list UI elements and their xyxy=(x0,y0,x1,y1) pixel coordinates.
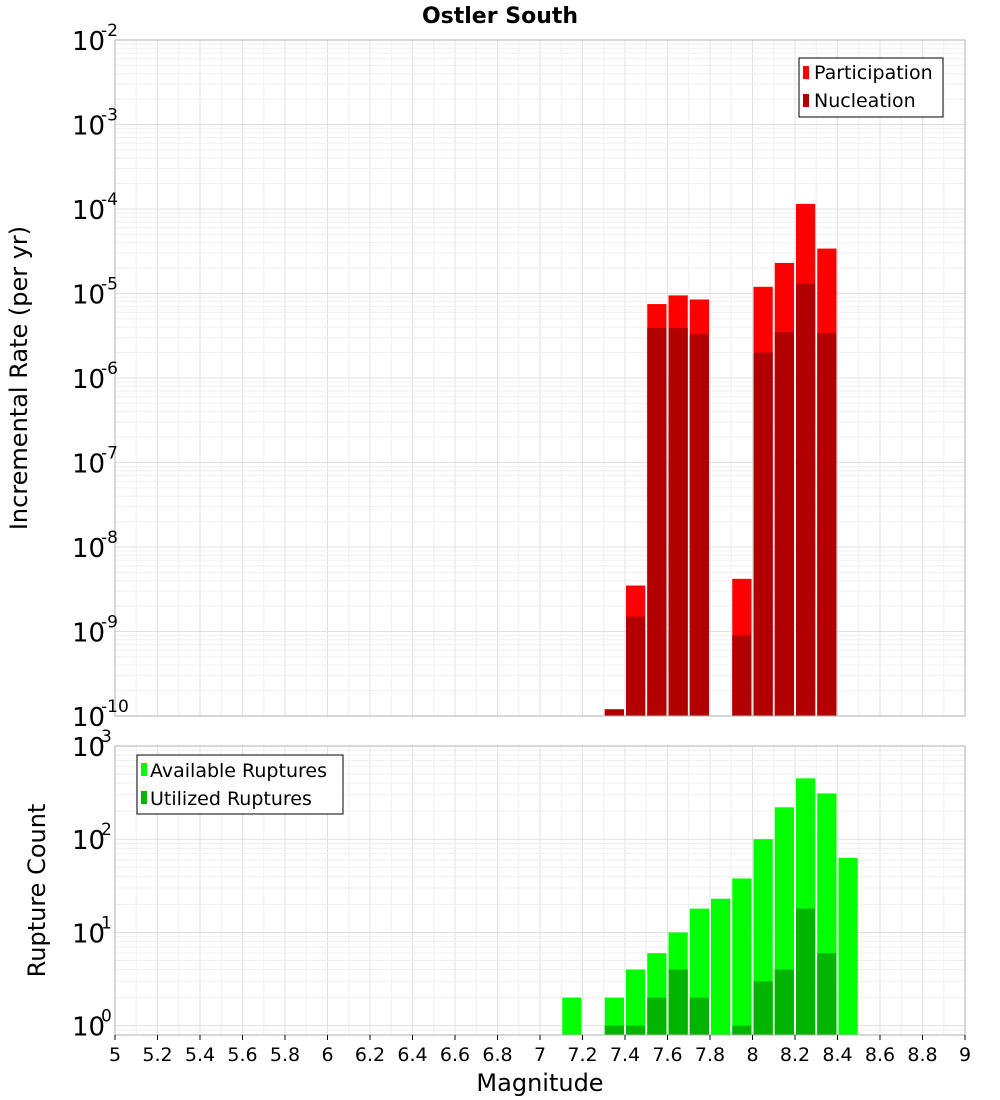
available-ruptures-legend-swatch xyxy=(141,763,147,776)
utilized-ruptures-legend-label: Utilized Ruptures xyxy=(150,788,312,810)
rate-legend: Participation Nucleation xyxy=(798,57,944,118)
y-tick-exponent: 3 xyxy=(101,727,112,747)
nucleation-legend-label: Nucleation xyxy=(814,90,916,112)
x-tick-label: 6.4 xyxy=(397,1044,427,1066)
nucleation-bar xyxy=(689,334,709,716)
nucleation-bar xyxy=(796,283,816,716)
utilized-ruptures-bar xyxy=(668,969,688,1035)
x-tick-label: 7.8 xyxy=(695,1044,725,1066)
rate-panel-frame xyxy=(114,39,966,717)
x-tick-label: 5.2 xyxy=(142,1044,172,1066)
y-tick-label: 10 xyxy=(72,112,105,142)
magnitude-x-ticks: 5 5.2 5.4 5.6 5.8 6 6.2 6.4 6.6 6.8 7 7.2 7.4 7.6 7.8 8… xyxy=(109,1035,971,1066)
x-tick-label: 8.6 xyxy=(865,1044,895,1066)
y-tick-label: 10 xyxy=(72,919,105,949)
nucleation-bar xyxy=(817,333,837,716)
x-tick-label: 7.4 xyxy=(610,1044,640,1066)
y-tick-label: 10 xyxy=(72,196,105,226)
y-tick-exponent: -10 xyxy=(101,697,129,717)
x-tick-label: 5.8 xyxy=(270,1044,300,1066)
y-tick-exponent: 1 xyxy=(101,913,112,933)
y-tick-label: 10 xyxy=(72,27,105,57)
utilized-ruptures-bar xyxy=(626,1025,646,1035)
x-tick-label: 8.2 xyxy=(780,1044,810,1066)
utilized-ruptures-bar xyxy=(689,997,709,1035)
y-tick-exponent: -6 xyxy=(101,359,118,379)
y-tick-exponent: 2 xyxy=(101,820,112,840)
available-ruptures-bar xyxy=(838,857,858,1035)
y-tick-exponent: 0 xyxy=(101,1007,112,1027)
rupture-legend: Available Ruptures Utilized Ruptures xyxy=(136,754,344,815)
utilized-ruptures-bar xyxy=(647,997,667,1035)
rate-panel-grid xyxy=(114,39,966,717)
x-tick-label: 6 xyxy=(321,1044,333,1066)
nucleation-legend-swatch xyxy=(803,94,809,107)
utilized-ruptures-legend-swatch xyxy=(141,791,147,804)
y-tick-exponent: -3 xyxy=(101,106,118,126)
magnitude-x-axis-label: Magnitude xyxy=(476,1069,603,1097)
y-tick-exponent: -7 xyxy=(101,444,118,464)
y-tick-label: 10 xyxy=(72,733,105,763)
utilized-ruptures-bar xyxy=(817,953,837,1035)
y-tick-exponent: -4 xyxy=(101,190,118,210)
rate-y-axis-label: Incremental Rate (per yr) xyxy=(5,226,33,530)
rupture-count-y-axis-label: Rupture Count xyxy=(23,804,51,978)
y-tick-exponent: -2 xyxy=(101,21,118,41)
chart-title: Ostler South xyxy=(422,4,578,29)
nucleation-bar xyxy=(647,328,667,716)
x-tick-label: 8 xyxy=(746,1044,758,1066)
x-tick-label: 8.4 xyxy=(822,1044,852,1066)
nucleation-bar xyxy=(774,332,794,716)
y-tick-label: 10 xyxy=(72,365,105,395)
y-tick-label: 10 xyxy=(72,619,105,649)
participation-legend-swatch xyxy=(803,66,809,79)
utilized-ruptures-bar xyxy=(753,981,773,1035)
x-tick-label: 7.2 xyxy=(567,1044,597,1066)
x-tick-label: 6.6 xyxy=(440,1044,470,1066)
nucleation-bar xyxy=(604,709,624,716)
x-tick-label: 7.6 xyxy=(652,1044,682,1066)
nucleation-bar xyxy=(753,352,773,716)
x-tick-label: 5.4 xyxy=(185,1044,215,1066)
x-tick-label: 9 xyxy=(959,1044,971,1066)
x-tick-label: 5 xyxy=(109,1044,121,1066)
x-tick-label: 6.2 xyxy=(355,1044,385,1066)
available-ruptures-legend-label: Available Ruptures xyxy=(150,760,327,782)
y-tick-label: 10 xyxy=(72,703,105,733)
available-ruptures-bar xyxy=(604,997,624,1035)
nucleation-bar xyxy=(626,616,646,716)
x-tick-label: 7 xyxy=(534,1044,546,1066)
available-ruptures-bar xyxy=(562,997,582,1035)
rupture-count-panel-bars xyxy=(562,778,858,1035)
nucleation-bar xyxy=(732,635,752,716)
nucleation-bar xyxy=(668,328,688,716)
y-tick-label: 10 xyxy=(72,450,105,480)
rupture-legend-box xyxy=(136,754,344,815)
y-tick-label: 10 xyxy=(72,281,105,311)
y-tick-label: 10 xyxy=(72,1013,105,1043)
x-tick-label: 8.8 xyxy=(907,1044,937,1066)
y-tick-exponent: -8 xyxy=(101,528,118,548)
participation-legend-label: Participation xyxy=(814,62,933,84)
available-ruptures-bar xyxy=(711,898,731,1035)
y-tick-label: 10 xyxy=(72,534,105,564)
y-tick-exponent: -9 xyxy=(101,613,118,633)
y-tick-label: 10 xyxy=(72,826,105,856)
available-ruptures-bar xyxy=(626,969,646,1035)
rate-legend-box xyxy=(798,57,944,118)
x-tick-label: 6.8 xyxy=(482,1044,512,1066)
utilized-ruptures-bar xyxy=(732,1025,752,1035)
utilized-ruptures-bar xyxy=(604,1025,624,1035)
available-ruptures-bar xyxy=(732,878,752,1035)
rate-panel-bars xyxy=(604,203,837,716)
x-tick-label: 5.6 xyxy=(227,1044,257,1066)
y-tick-exponent: -5 xyxy=(101,275,118,295)
utilized-ruptures-bar xyxy=(796,908,816,1035)
utilized-ruptures-bar xyxy=(774,969,794,1035)
